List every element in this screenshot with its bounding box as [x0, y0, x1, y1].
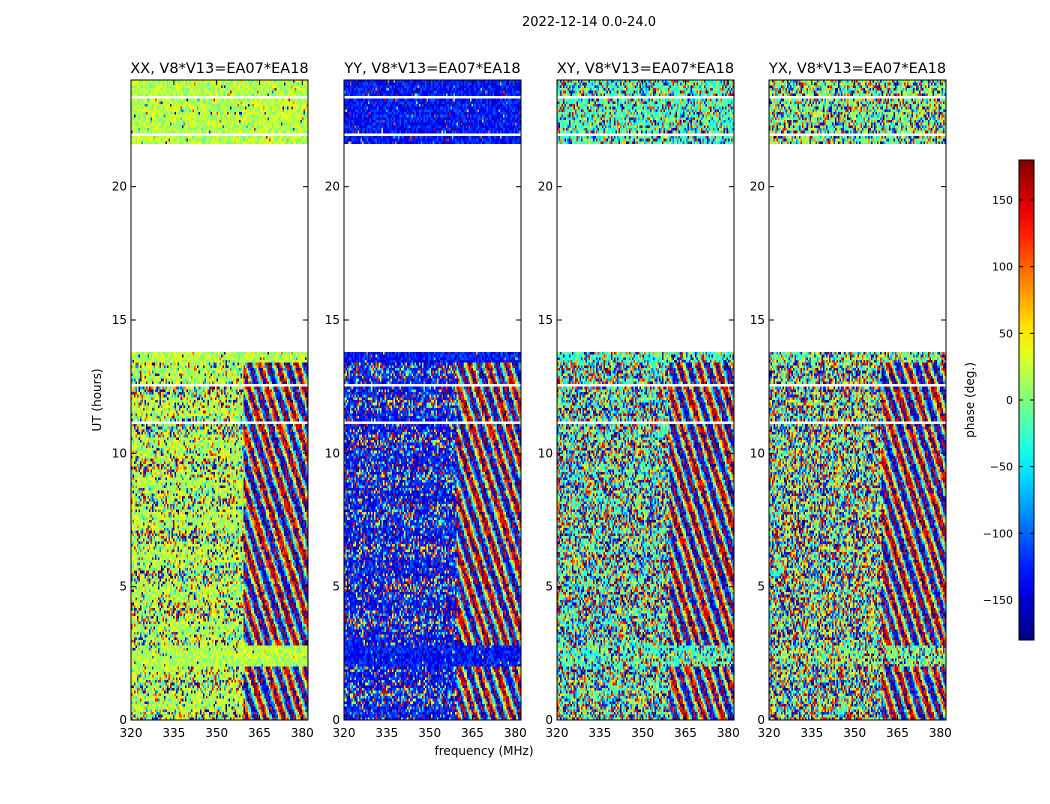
heatmap-image-0 [131, 80, 308, 720]
x-tick-label-1-0: 320 [333, 726, 356, 740]
y-tick-label-3-1: 5 [757, 580, 765, 594]
x-tick-label-3-2: 350 [843, 726, 866, 740]
colorbar-tick-label-3: 0 [1006, 394, 1013, 407]
x-tick-label-3-4: 380 [929, 726, 952, 740]
panel-title-2: XY, V8*V13=EA07*EA18 [557, 61, 734, 77]
x-tick-label-0-4: 380 [291, 726, 314, 740]
panel-frame-2 [556, 79, 735, 721]
colorbar-tick-label-5: −100 [983, 527, 1013, 540]
colorbar-tick-label-6: −150 [983, 594, 1013, 607]
y-tick-label-0-2: 10 [112, 446, 127, 460]
colorbar-tick-label-4: −50 [990, 461, 1013, 474]
panel-0: XX, V8*V13=EA07*EA18 320 335 350 365 380 0 5 10 1… [112, 61, 314, 740]
y-tick-label-0-0: 0 [119, 713, 127, 727]
y-tick-label-3-3: 15 [750, 313, 765, 327]
y-tick-label-0-4: 20 [112, 180, 127, 194]
colorbar: 150 100 50 0 −50 −100 −150 [983, 159, 1035, 641]
x-tick-label-0-2: 350 [205, 726, 228, 740]
x-tick-label-2-4: 380 [717, 726, 740, 740]
x-tick-label-3-3: 365 [886, 726, 909, 740]
colorbar-tick-label-2: 50 [999, 327, 1013, 340]
colorbar-label: phase (deg.) [963, 362, 977, 438]
y-tick-label-1-3: 15 [325, 313, 340, 327]
x-tick-label-1-2: 350 [418, 726, 441, 740]
x-tick-label-1-4: 380 [504, 726, 527, 740]
x-tick-label-2-0: 320 [546, 726, 569, 740]
panel-3: YX, V8*V13=EA07*EA18 320 335 350 365 380 0 5 10 1… [750, 61, 952, 740]
colorbar-tick-label-1: 100 [992, 261, 1013, 274]
y-tick-label-2-0: 0 [545, 713, 553, 727]
y-tick-label-3-0: 0 [757, 713, 765, 727]
x-tick-label-0-3: 365 [248, 726, 271, 740]
y-tick-label-0-1: 5 [119, 580, 127, 594]
figure-title: 2022-12-14 0.0-24.0 [522, 15, 656, 30]
panel-2: XY, V8*V13=EA07*EA18 320 335 350 365 380 0 5 10 1… [538, 61, 740, 740]
y-tick-label-0-3: 15 [112, 313, 127, 327]
x-axis-label: frequency (MHz) [434, 744, 533, 758]
x-tick-label-0-1: 335 [162, 726, 185, 740]
y-tick-label-3-4: 20 [750, 180, 765, 194]
panel-1: YY, V8*V13=EA07*EA18 320 335 350 365 380 0 5 10 1… [325, 61, 527, 740]
heatmap-image-3 [769, 80, 946, 720]
y-tick-label-1-1: 5 [332, 580, 340, 594]
x-tick-label-2-1: 335 [588, 726, 611, 740]
heatmap-image-1 [344, 80, 521, 720]
x-tick-label-3-1: 335 [800, 726, 823, 740]
y-tick-label-2-1: 5 [545, 580, 553, 594]
panel-frame-3 [768, 79, 947, 721]
colorbar-tick-label-0: 150 [992, 194, 1013, 207]
y-tick-label-3-2: 10 [750, 446, 765, 460]
y-tick-label-2-3: 15 [538, 313, 553, 327]
y-tick-label-1-2: 10 [325, 446, 340, 460]
y-tick-label-2-2: 10 [538, 446, 553, 460]
y-axis-label: UT (hours) [90, 368, 104, 431]
heatmap-image-2 [557, 80, 734, 720]
x-tick-label-2-2: 350 [631, 726, 654, 740]
x-tick-label-3-0: 320 [758, 726, 781, 740]
x-tick-label-2-3: 365 [674, 726, 697, 740]
panel-title-1: YY, V8*V13=EA07*EA18 [343, 61, 520, 77]
panels-group: XX, V8*V13=EA07*EA18 320 335 350 365 380 0 5 10 1… [112, 61, 952, 740]
panel-frame-0 [130, 79, 309, 721]
x-tick-label-1-3: 365 [461, 726, 484, 740]
panel-title-3: YX, V8*V13=EA07*EA18 [768, 61, 946, 77]
y-tick-label-1-0: 0 [332, 713, 340, 727]
x-tick-label-0-0: 320 [120, 726, 143, 740]
panel-frame-1 [343, 79, 522, 721]
panel-title-0: XX, V8*V13=EA07*EA18 [130, 61, 308, 77]
y-tick-label-2-4: 20 [538, 180, 553, 194]
x-tick-label-1-1: 335 [375, 726, 398, 740]
y-tick-label-1-4: 20 [325, 180, 340, 194]
